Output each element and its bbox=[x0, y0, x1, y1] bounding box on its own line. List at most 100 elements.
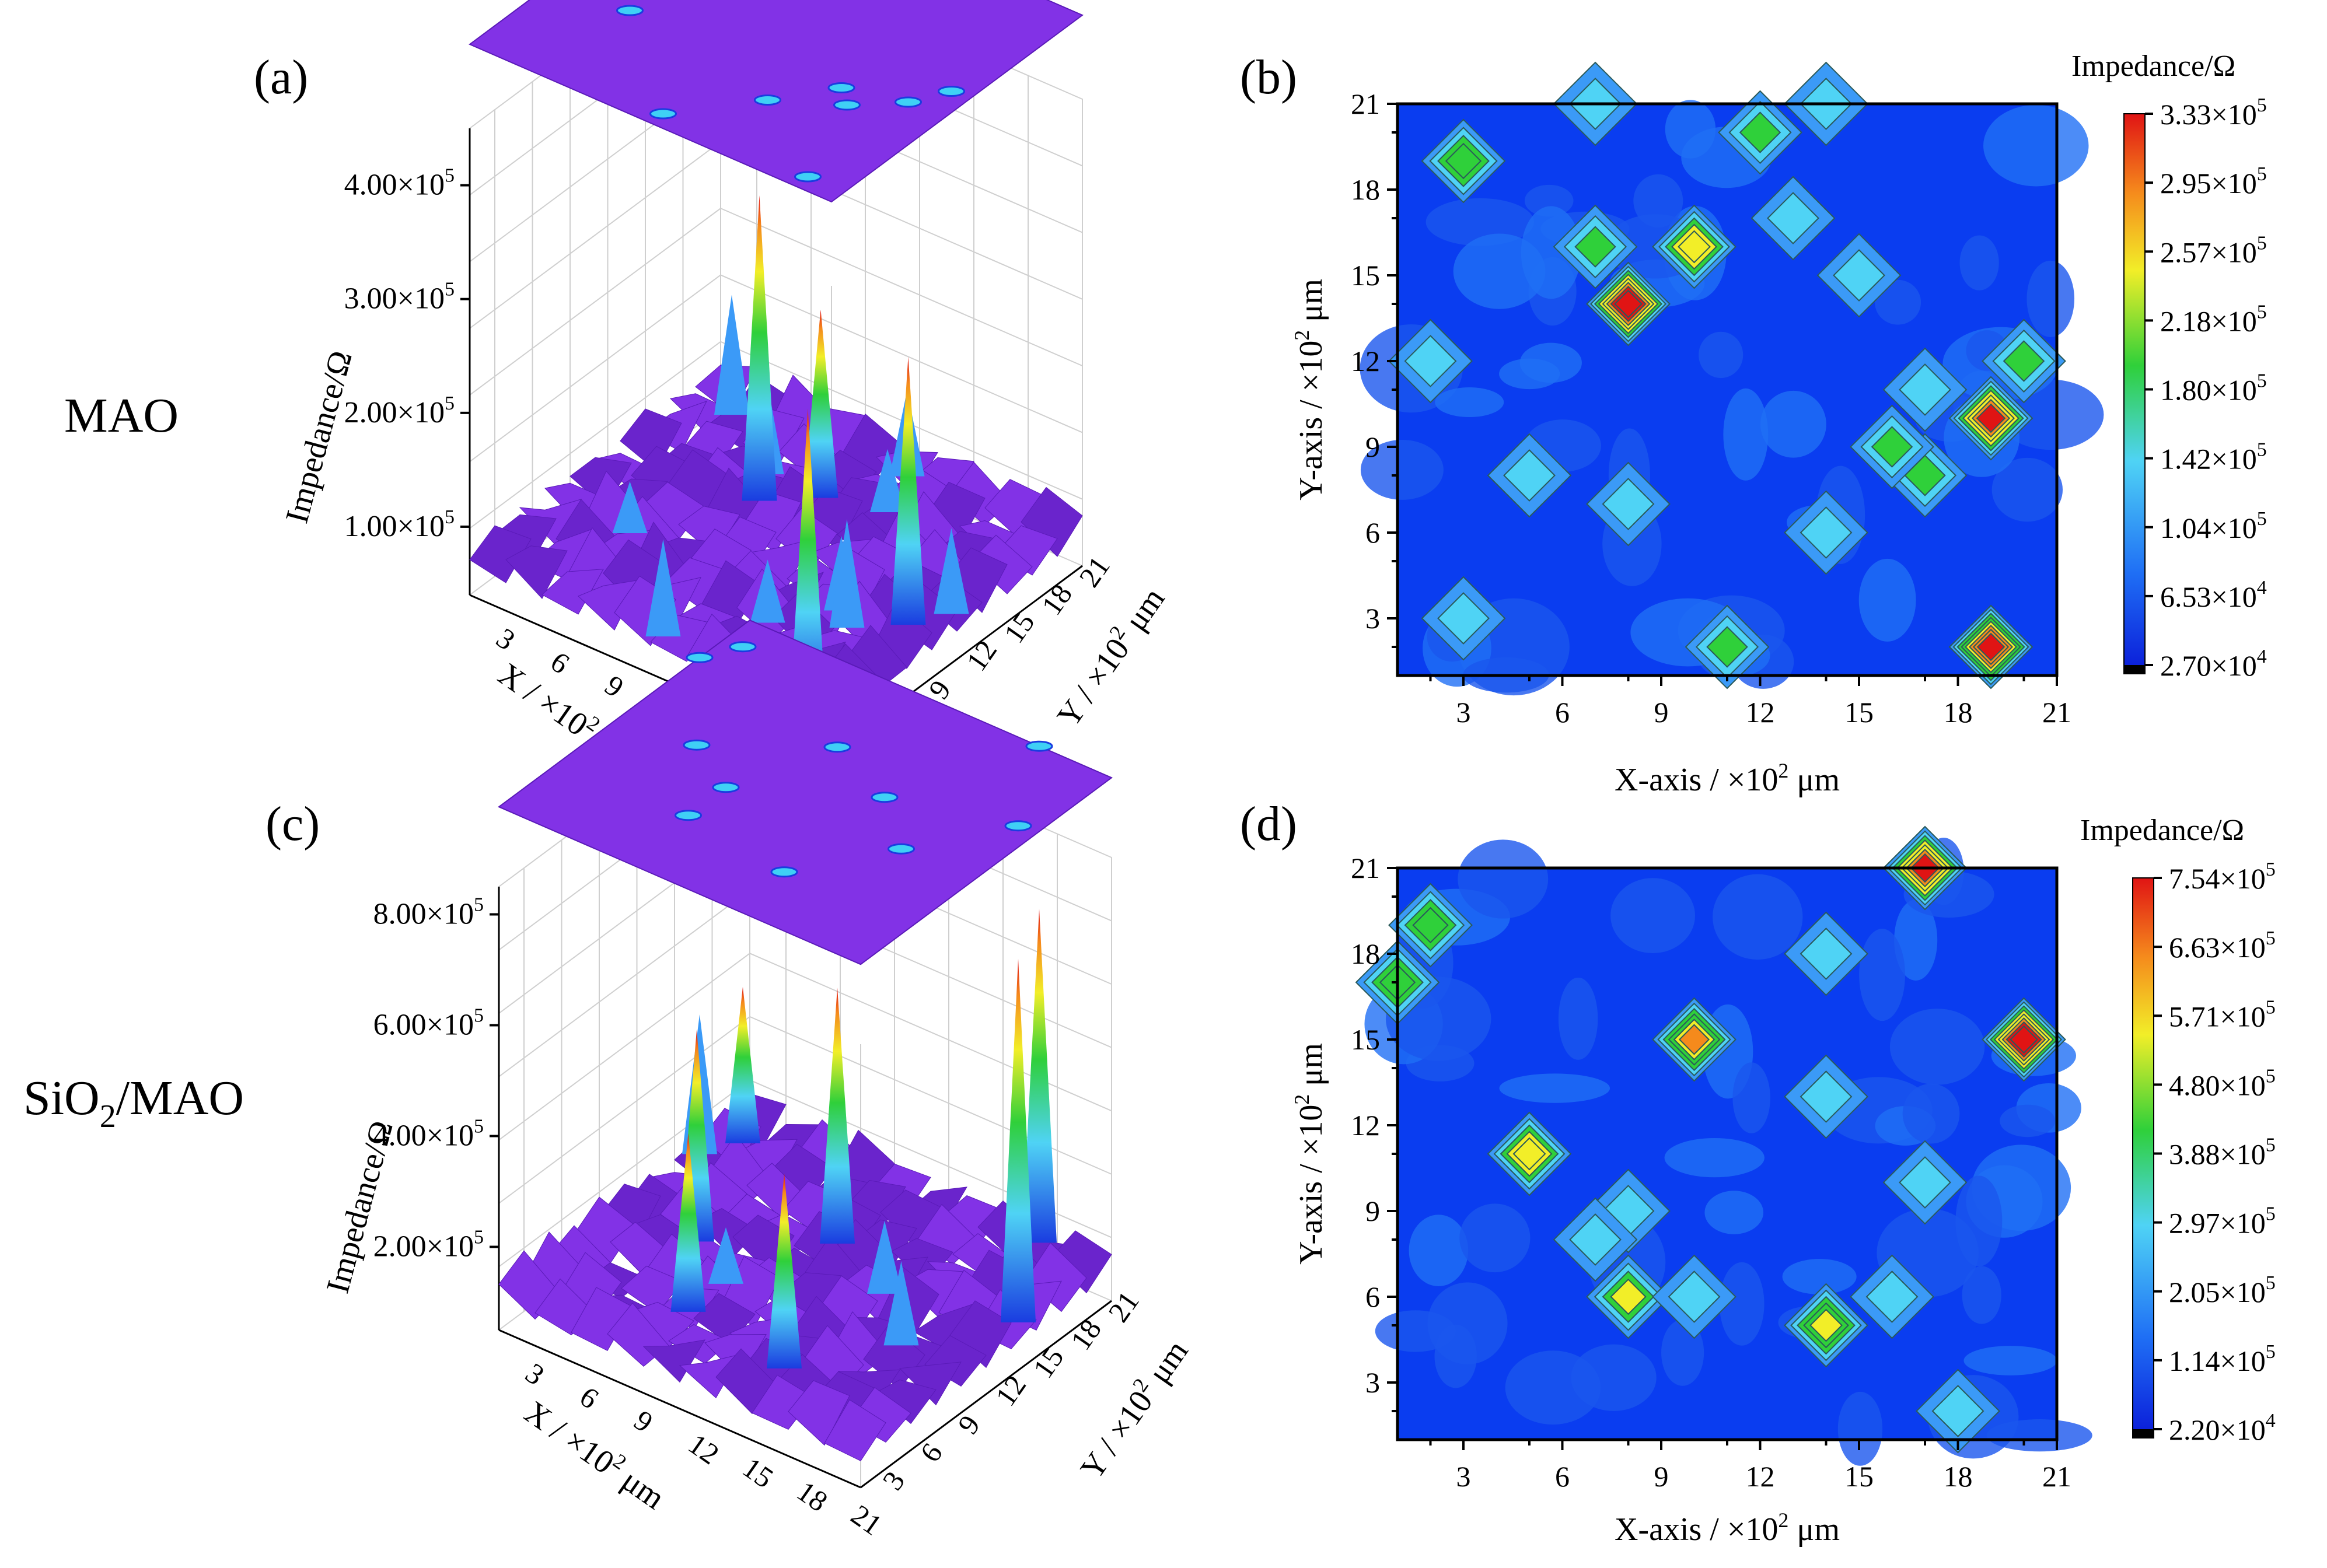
spike bbox=[670, 1133, 706, 1312]
top-spot bbox=[686, 652, 714, 663]
surface-facet bbox=[642, 1339, 705, 1383]
contour-level bbox=[1767, 192, 1819, 244]
contour-patch bbox=[1859, 929, 1906, 1021]
y-tick-label: 6 bbox=[1365, 516, 1380, 549]
panel-label-a: (a) bbox=[254, 50, 308, 104]
surface-facet bbox=[578, 579, 640, 631]
spike bbox=[790, 408, 826, 699]
colorbar-b-gradient bbox=[2123, 113, 2146, 674]
z-grid-line bbox=[469, 207, 1083, 396]
surface-facet bbox=[715, 1348, 778, 1415]
colorbar-d-min-swatch bbox=[2133, 1429, 2154, 1438]
spike bbox=[803, 309, 838, 498]
contour-peak bbox=[1948, 604, 2033, 690]
surface-3d-c-x-title-text: X / ×10 bbox=[518, 1394, 621, 1481]
y-tick-label: 9 bbox=[1365, 1195, 1380, 1227]
y-tick-label: 15 bbox=[1351, 259, 1380, 292]
z-tick-exponent: 5 bbox=[445, 393, 455, 414]
contour-level bbox=[1706, 626, 1748, 668]
contour-level bbox=[1569, 1213, 1622, 1266]
colorbar-tick-exponent: 4 bbox=[2266, 1410, 2276, 1432]
contour-map-d-y-title-exp: 2 bbox=[1290, 1094, 1313, 1105]
colorbar-tick-label: 6.63×105 bbox=[2169, 928, 2276, 964]
surface-3d-a-spikes bbox=[612, 195, 969, 699]
contour-level bbox=[1610, 1278, 1647, 1315]
contour-peak bbox=[1553, 204, 1638, 289]
colorbar-tick-label: 2.57×105 bbox=[2160, 232, 2267, 268]
z-tick-mantissa: 2.00×10 bbox=[344, 396, 445, 429]
colorbar-tick-mantissa: 2.95×10 bbox=[2160, 167, 2257, 200]
x-tick-label: 21 bbox=[2042, 696, 2071, 729]
top-spot bbox=[675, 810, 702, 821]
x-tick-label: 9 bbox=[628, 1404, 659, 1438]
top-spot bbox=[649, 108, 677, 120]
colorbar-tick-exponent: 5 bbox=[2266, 1272, 2276, 1294]
x-tick-label: 21 bbox=[845, 1498, 888, 1542]
spike bbox=[708, 1227, 743, 1284]
panel-label-d: (d) bbox=[1240, 797, 1297, 851]
colorbar-tick-mantissa: 2.18×10 bbox=[2160, 304, 2257, 337]
row-label-mao: MAO bbox=[64, 388, 179, 443]
contour-patch bbox=[1962, 1266, 2001, 1324]
contour-patch bbox=[1723, 388, 1769, 481]
x-tick-label: 18 bbox=[1944, 696, 1973, 729]
spike bbox=[1001, 958, 1036, 1322]
colorbar-tick-label: 2.70×104 bbox=[2160, 646, 2267, 682]
surface-3d-c-y-title-text: Y / ×10 bbox=[1074, 1384, 1160, 1486]
spike bbox=[645, 539, 681, 636]
contour-level bbox=[1503, 449, 1556, 502]
contour-map-d-x-title-exp: 2 bbox=[1778, 1508, 1788, 1532]
contour-level bbox=[1445, 142, 1482, 180]
colorbar-b-title: Impedance/Ω bbox=[2071, 50, 2235, 83]
contour-map-d-x-title-unit: μm bbox=[1788, 1511, 1840, 1548]
colorbar-tick-label: 1.04×105 bbox=[2160, 508, 2267, 544]
contour-peak bbox=[1816, 233, 1902, 318]
surface-facet bbox=[949, 1300, 1012, 1368]
colorbar-tick-label: 3.88×105 bbox=[2169, 1135, 2276, 1171]
surface-facet bbox=[679, 1353, 742, 1399]
surface-facet bbox=[874, 1379, 937, 1424]
surface-facet bbox=[1021, 487, 1083, 557]
contour-patch bbox=[1837, 1391, 1883, 1466]
z-tick-exponent: 5 bbox=[474, 1227, 484, 1248]
surface-facet bbox=[541, 569, 604, 615]
contour-patch bbox=[1427, 1282, 1508, 1365]
contour-patch bbox=[1699, 331, 1743, 379]
x-tick-label: 15 bbox=[1844, 696, 1874, 729]
z-tick-exponent: 5 bbox=[445, 279, 455, 300]
y-tick-label: 18 bbox=[1035, 578, 1079, 621]
z-tick-mantissa: 3.00×10 bbox=[344, 282, 445, 316]
contour-peak bbox=[1652, 204, 1736, 289]
colorbar-tick-mantissa: 6.53×10 bbox=[2160, 580, 2257, 613]
contour-patch bbox=[1558, 977, 1598, 1060]
contour-patch bbox=[1983, 104, 2089, 187]
contour-patch bbox=[1760, 390, 1826, 458]
contour-map-d-x-title-text: X-axis / ×10 bbox=[1615, 1511, 1778, 1548]
z-tick-label: 1.00×105 bbox=[344, 506, 455, 543]
contour-patch bbox=[1425, 198, 1535, 246]
contour-peak bbox=[1388, 883, 1473, 968]
contour-patch bbox=[1782, 1259, 1857, 1294]
colorbar-d-ticks: 7.54×1056.63×1055.71×1054.80×1053.88×105… bbox=[2154, 859, 2276, 1446]
z-tick-mantissa: 1.00×10 bbox=[344, 510, 445, 543]
contour-patch bbox=[1963, 1346, 2057, 1376]
y-tick-label: 6 bbox=[1365, 1280, 1380, 1313]
surface-facet bbox=[824, 1399, 886, 1462]
contour-map-b-x-title-text: X-axis / ×10 bbox=[1615, 762, 1778, 798]
contour-level bbox=[1678, 1024, 1710, 1055]
colorbar-tick-exponent: 5 bbox=[2266, 859, 2276, 880]
colorbar-b-min-swatch bbox=[2124, 665, 2145, 674]
contour-level bbox=[1800, 506, 1853, 559]
contour-patch bbox=[1610, 878, 1696, 954]
colorbar-tick-mantissa: 7.54×10 bbox=[2169, 862, 2266, 895]
contour-patch bbox=[1360, 439, 1444, 500]
y-tick-label: 3 bbox=[1365, 1366, 1380, 1399]
colorbar-tick-label: 2.05×105 bbox=[2169, 1272, 2276, 1308]
top-spot bbox=[823, 741, 851, 753]
x-tick-label: 12 bbox=[683, 1427, 725, 1471]
contour-level bbox=[1865, 1270, 1919, 1323]
contour-map-b-y-title-text: Y-axis / ×10 bbox=[1293, 341, 1329, 501]
contour-patch bbox=[1991, 457, 2063, 522]
